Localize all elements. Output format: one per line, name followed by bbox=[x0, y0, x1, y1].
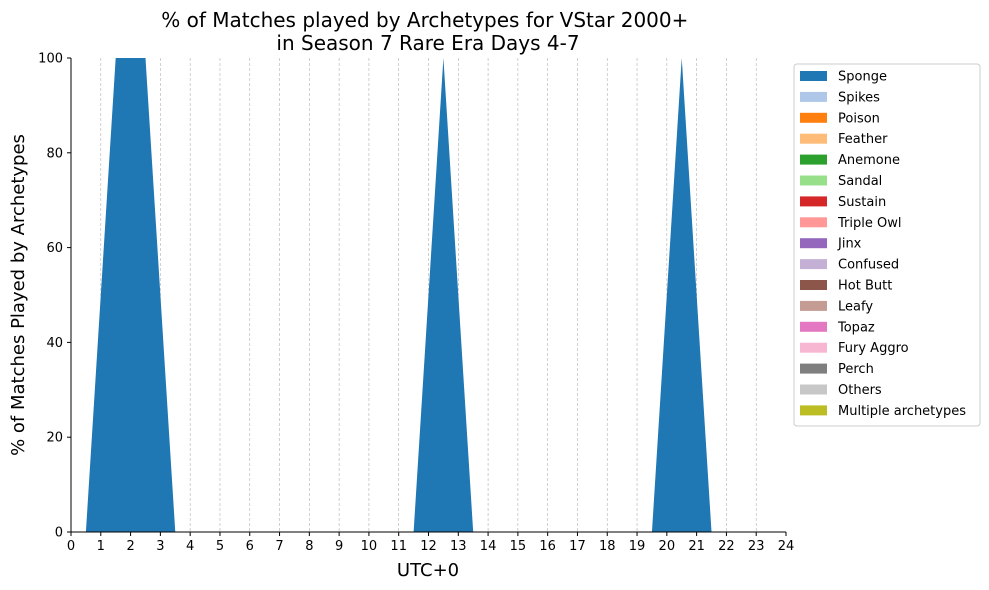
x-tick-label: 6 bbox=[246, 539, 254, 554]
legend-swatch bbox=[800, 280, 827, 290]
legend-label: Feather bbox=[838, 132, 888, 147]
x-tick-label: 14 bbox=[480, 539, 497, 554]
legend-label: Sponge bbox=[838, 70, 887, 85]
x-tick-label: 20 bbox=[659, 539, 676, 554]
x-tick-label: 18 bbox=[599, 539, 616, 554]
legend-swatch bbox=[800, 71, 827, 81]
x-tick-label: 7 bbox=[275, 539, 283, 554]
legend-swatch bbox=[800, 238, 827, 249]
legend-swatch bbox=[800, 405, 827, 416]
x-tick-label: 15 bbox=[510, 539, 527, 554]
legend-label: Hot Butt bbox=[838, 279, 892, 294]
legend-swatch bbox=[800, 175, 827, 186]
x-tick-label: 9 bbox=[335, 539, 343, 554]
y-axis-label: % of Matches Played by Archetypes bbox=[8, 134, 29, 456]
x-tick-label: 24 bbox=[778, 539, 795, 554]
x-tick-label: 19 bbox=[629, 539, 646, 554]
legend-label: Anemone bbox=[838, 153, 900, 168]
legend-swatch bbox=[800, 112, 827, 123]
chart-title-line-2: in Season 7 Rare Era Days 4-7 bbox=[276, 31, 579, 55]
legend-swatch bbox=[800, 133, 827, 144]
y-tick-label: 100 bbox=[38, 52, 63, 67]
legend-label: Confused bbox=[838, 258, 899, 273]
y-tick-label: 80 bbox=[46, 146, 63, 161]
x-axis-ticks: 0 1 2 3 4 5 6 7 8 9 10 11 12 13 14 15 16 17 18 19 20 21 22 23 24 bbox=[67, 532, 794, 554]
legend-label: Leafy bbox=[838, 299, 873, 314]
x-tick-label: 21 bbox=[688, 539, 705, 554]
chart-title-line-1: % of Matches played by Archetypes for VS… bbox=[161, 8, 688, 32]
legend-label: Sustain bbox=[838, 195, 886, 210]
legend-swatch bbox=[800, 217, 827, 228]
x-tick-label: 1 bbox=[97, 539, 105, 554]
legend-swatch bbox=[800, 321, 827, 332]
y-tick-label: 20 bbox=[46, 431, 63, 446]
x-tick-label: 4 bbox=[186, 539, 194, 554]
y-tick-label: 60 bbox=[46, 241, 63, 256]
x-tick-label: 0 bbox=[67, 539, 75, 554]
area-sponge bbox=[85, 58, 772, 532]
legend-label: Triple Owl bbox=[837, 216, 901, 231]
legend-label: Perch bbox=[838, 362, 874, 377]
legend-items: Sponge Spikes Poison Feather Anemone Sandal Su… bbox=[800, 70, 966, 419]
legend-frame bbox=[793, 63, 981, 427]
legend-label: Topaz bbox=[837, 320, 875, 335]
x-tick-label: 13 bbox=[450, 539, 467, 554]
x-axis-label: UTC+0 bbox=[397, 560, 459, 581]
legend-label: Fury Aggro bbox=[838, 341, 909, 356]
legend-swatch bbox=[800, 91, 827, 102]
legend-swatch bbox=[800, 363, 827, 374]
legend-label: Spikes bbox=[838, 90, 880, 105]
y-axis-ticks: 0 20 40 60 80 100 bbox=[38, 52, 71, 541]
x-tick-label: 11 bbox=[390, 539, 407, 554]
legend: Sponge Spikes Poison Feather Anemone Sandal Su… bbox=[793, 63, 981, 427]
legend-swatch bbox=[800, 259, 827, 270]
legend-swatch bbox=[800, 342, 827, 353]
legend-swatch bbox=[800, 384, 827, 395]
x-tick-label: 3 bbox=[156, 539, 164, 554]
area-series bbox=[85, 58, 772, 532]
legend-swatch bbox=[800, 196, 827, 207]
x-tick-label: 5 bbox=[216, 539, 224, 554]
x-tick-label: 8 bbox=[305, 539, 313, 554]
legend-label: Others bbox=[838, 383, 882, 398]
legend-label: Sandal bbox=[838, 174, 882, 189]
x-tick-label: 16 bbox=[539, 539, 556, 554]
x-tick-label: 10 bbox=[361, 539, 378, 554]
legend-label: Multiple archetypes bbox=[838, 404, 966, 419]
legend-label: Jinx bbox=[837, 237, 862, 252]
y-tick-label: 40 bbox=[46, 336, 63, 351]
y-tick-label: 0 bbox=[55, 526, 63, 541]
x-tick-label: 23 bbox=[748, 539, 765, 554]
chart-title: % of Matches played by Archetypes for VS… bbox=[161, 8, 695, 55]
x-tick-label: 2 bbox=[126, 539, 134, 554]
legend-swatch bbox=[800, 154, 827, 165]
x-tick-label: 12 bbox=[420, 539, 437, 554]
x-tick-label: 17 bbox=[569, 539, 586, 554]
legend-label: Poison bbox=[838, 111, 880, 126]
x-tick-label: 22 bbox=[718, 539, 735, 554]
legend-swatch bbox=[800, 300, 827, 311]
